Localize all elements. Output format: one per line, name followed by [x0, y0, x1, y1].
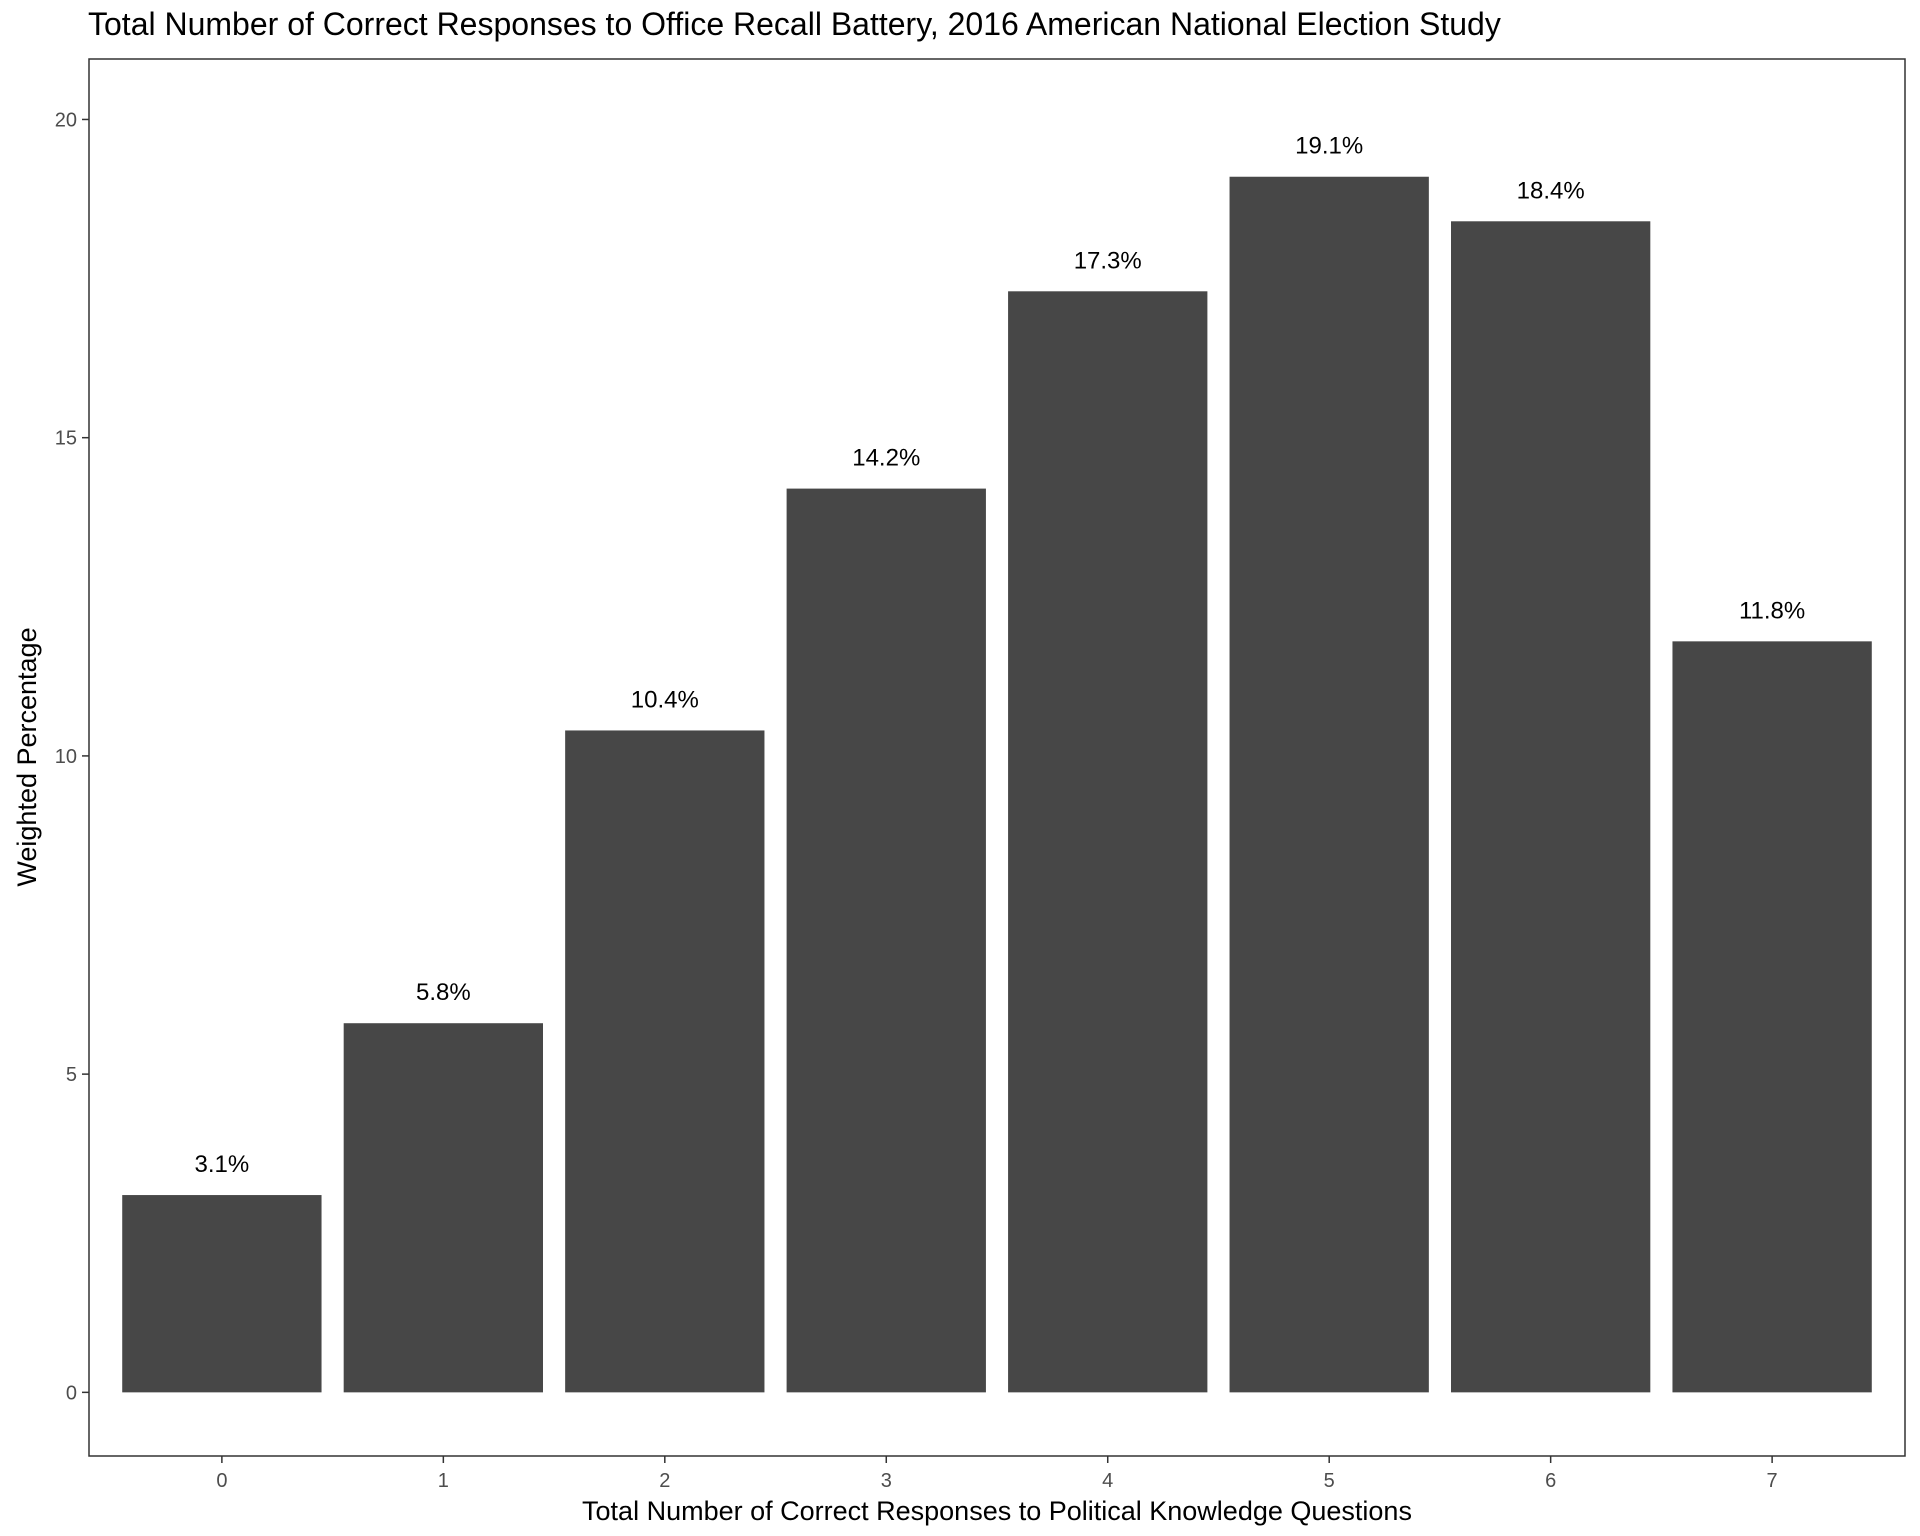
x-tick-label: 1 — [438, 1470, 449, 1492]
x-tick-label: 7 — [1767, 1470, 1778, 1492]
data-label-1: 5.8% — [416, 979, 471, 1006]
y-tick-label: 5 — [66, 1064, 77, 1086]
x-axis-title: Total Number of Correct Responses to Pol… — [582, 1496, 1412, 1526]
data-label-5: 19.1% — [1295, 133, 1363, 160]
data-label-6: 18.4% — [1517, 177, 1585, 204]
bar-0 — [122, 1195, 322, 1393]
bar-3 — [786, 488, 986, 1393]
data-label-3: 14.2% — [852, 445, 920, 472]
x-tick-label: 6 — [1545, 1470, 1556, 1492]
data-label-2: 10.4% — [631, 686, 699, 713]
x-tick-label: 0 — [216, 1470, 227, 1492]
x-tick-label: 5 — [1324, 1470, 1335, 1492]
data-label-7: 11.8% — [1739, 597, 1805, 624]
x-tick-label: 4 — [1102, 1470, 1113, 1492]
bar-1 — [343, 1023, 543, 1393]
plot-panel-border — [88, 58, 1906, 1457]
y-axis-title: Weighted Percentage — [12, 627, 42, 886]
data-label-4: 17.3% — [1074, 247, 1142, 274]
y-tick-label: 20 — [55, 109, 77, 131]
bar-4 — [1008, 291, 1208, 1393]
bar-2 — [565, 730, 765, 1393]
chart-title: Total Number of Correct Responses to Off… — [88, 6, 1501, 42]
y-tick-label: 15 — [55, 428, 77, 450]
x-tick-label: 2 — [659, 1470, 670, 1492]
x-tick-label: 3 — [881, 1470, 892, 1492]
data-label-0: 3.1% — [195, 1151, 250, 1178]
y-tick-label: 0 — [66, 1382, 77, 1404]
bar-6 — [1451, 221, 1651, 1393]
y-tick-label: 10 — [55, 746, 77, 768]
bar-5 — [1229, 176, 1429, 1393]
bar-7 — [1672, 641, 1872, 1393]
